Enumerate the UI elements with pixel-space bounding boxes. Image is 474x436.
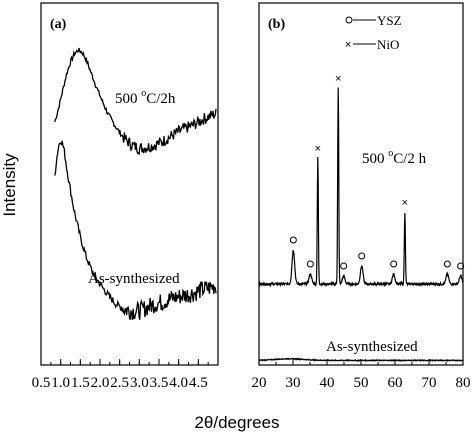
legend-ysz-label: YSZ [377,13,402,28]
panel-a-x-tick-label: 3.0 [130,375,149,391]
panel-a-x-tick-label: 1.5 [71,375,90,391]
panel-b-x-tick-label: 20 [252,375,267,391]
peak-marker-ysz [340,262,348,270]
panel-b-series-500c-label: 500 oC/2 h [362,148,427,167]
panel-b-x-tick-label: 80 [456,375,471,391]
panel-b-series-assynth-label: As-synthesized [326,339,418,355]
peak-marker-nio: × [315,143,321,155]
panel-a-frame [40,2,219,366]
peak-marker-ysz [390,260,398,268]
panel-a-series-assynth-label: As-synthesized [88,271,180,287]
peak-marker-ysz [443,260,451,268]
plot-layer: 0.5 1.0 1.5 2.0 2.5 3.0 3.5 4.0 4.5 20 30 40 50 60 70 8… [32,47,471,391]
y-axis-title: Intensity [0,153,19,217]
panel-b-series-line-500c [258,87,464,288]
peak-marker-nio: × [335,73,341,85]
legend-nio-marker: × [345,39,351,51]
legend-nio-label: NiO [377,37,399,52]
panel-a-x-tick-label: 1.0 [51,375,70,391]
peak-marker-nio: × [402,197,408,209]
panel-a-x-tick-label: 4.0 [169,375,188,391]
panel-b-x-tick-label: 50 [354,375,369,391]
panel-b-x-tick-label: 30 [286,375,301,391]
panel-a-x-tick-label: 3.5 [150,375,169,391]
panel-a-x-tick-label: 4.5 [189,375,208,391]
panel-b-x-tick-label: 70 [422,375,437,391]
peak-marker-ysz [457,262,465,270]
panel-a-series-line-500c [54,47,217,156]
panel-b-legend: YSZ × NiO [345,13,402,52]
peak-marker-ysz [306,260,314,268]
panel-b-x-tick-label: 60 [388,375,403,391]
legend-ysz-marker [345,16,353,24]
panel-a-x-tick-label: 0.5 [32,375,51,391]
panel-a-x-tick-label: 2.5 [110,375,129,391]
panel-b-label: (b) [268,17,285,32]
panel-a-x-tick-label: 2.0 [91,375,110,391]
panel-b-frame [258,2,464,366]
panel-a-series-line-as-synthesized [54,140,217,320]
panel-b-x-tick-label: 40 [320,375,335,391]
peak-marker-ysz [358,252,366,260]
panel-a-label: (a) [50,17,67,32]
x-axis-title: 2θ/degrees [194,413,279,432]
panel-a-series-500c-label: 500 oC/2h [115,88,176,107]
peak-marker-ysz [289,236,297,244]
panel-b-series-line-as-synthesized [258,357,463,363]
